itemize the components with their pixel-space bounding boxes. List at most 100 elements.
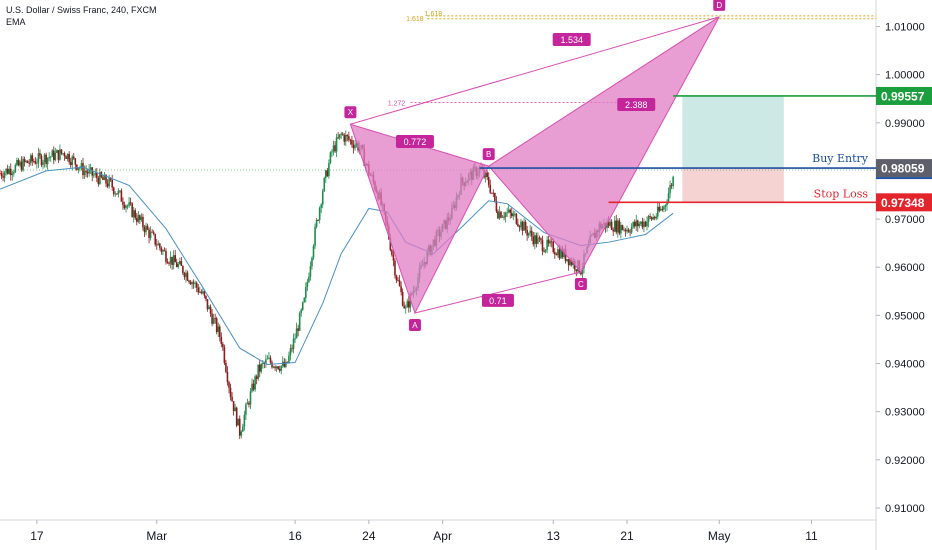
candle (655, 216, 658, 219)
price-tag-label: 0.98059 (881, 162, 925, 176)
candle (0, 173, 1, 175)
candle (159, 243, 161, 248)
point-label-b: B (486, 150, 491, 159)
point-badge-d (713, 0, 726, 11)
point-badge-b (482, 148, 495, 161)
candle (550, 241, 553, 243)
candle (509, 209, 512, 213)
candle (341, 133, 344, 135)
price-tag-label: 0.97348 (881, 196, 925, 210)
candle (408, 301, 410, 308)
candle (94, 173, 97, 175)
candle (52, 150, 55, 161)
candle (186, 272, 189, 281)
loss-zone (682, 168, 784, 203)
candle (252, 383, 255, 390)
candle (504, 212, 507, 218)
candle (564, 249, 567, 261)
candle (346, 135, 349, 137)
candle (617, 220, 619, 233)
candle (557, 249, 559, 256)
candle (489, 184, 492, 193)
candle (497, 211, 499, 219)
candle (182, 265, 184, 274)
candle (547, 239, 550, 244)
y-tick-label: 0.94000 (885, 359, 925, 371)
candle (34, 161, 37, 164)
candle (65, 156, 67, 159)
x-tick-label: 16 (288, 529, 302, 543)
candle (188, 280, 190, 282)
candle (240, 431, 243, 436)
candle (512, 213, 515, 217)
candle (328, 163, 330, 177)
candle (43, 154, 46, 163)
candle (154, 233, 157, 245)
candle (79, 167, 81, 169)
candle (6, 168, 9, 174)
candle (624, 229, 627, 232)
candle (506, 212, 508, 213)
fib-label: 1.618 (425, 11, 443, 18)
candle (56, 150, 58, 153)
candle (647, 216, 650, 222)
candle (268, 357, 270, 359)
candle (157, 243, 160, 246)
candle (658, 206, 661, 211)
point-label-c: C (578, 280, 584, 289)
candle (554, 252, 556, 255)
y-tick-label: 0.92000 (885, 455, 925, 467)
candle (14, 164, 17, 172)
candle (208, 306, 210, 310)
buy-entry-label: Buy Entry (812, 152, 869, 165)
x-tick-label: 21 (620, 529, 634, 543)
candle (23, 158, 26, 163)
candle (117, 190, 120, 195)
candle (96, 173, 98, 178)
candle (558, 249, 561, 259)
candle (401, 291, 404, 306)
candle (222, 343, 224, 348)
candle (165, 251, 167, 262)
candle (59, 149, 61, 160)
candle (218, 326, 221, 337)
candle (152, 232, 155, 234)
candle (20, 161, 23, 171)
candle (22, 158, 24, 171)
candle (300, 309, 303, 313)
candle (275, 366, 278, 369)
candle (103, 175, 106, 181)
candle (486, 172, 488, 178)
candle (189, 281, 192, 285)
candle (86, 172, 89, 174)
x-tick-label: 17 (30, 529, 44, 543)
candle (635, 220, 638, 227)
candle (549, 241, 551, 244)
candle (46, 157, 49, 165)
candle (163, 250, 166, 252)
candle (343, 134, 346, 142)
x-tick-label: May (708, 529, 731, 543)
candle (490, 192, 493, 194)
candle (195, 282, 198, 288)
indicator-label: EMA (6, 17, 26, 27)
candle (351, 139, 353, 145)
candle (172, 255, 175, 265)
candle (85, 170, 87, 173)
candle (72, 156, 75, 159)
candle (398, 280, 401, 287)
candle (515, 213, 518, 224)
candle (314, 226, 316, 246)
candle (238, 418, 241, 436)
stop-loss-label: Stop Loss (814, 187, 869, 200)
candle (607, 221, 610, 226)
candle (0, 173, 3, 177)
candle (543, 251, 545, 252)
candle (664, 205, 667, 207)
candle (162, 250, 164, 252)
candle (131, 203, 133, 217)
candle (507, 209, 510, 213)
candle (197, 287, 200, 293)
